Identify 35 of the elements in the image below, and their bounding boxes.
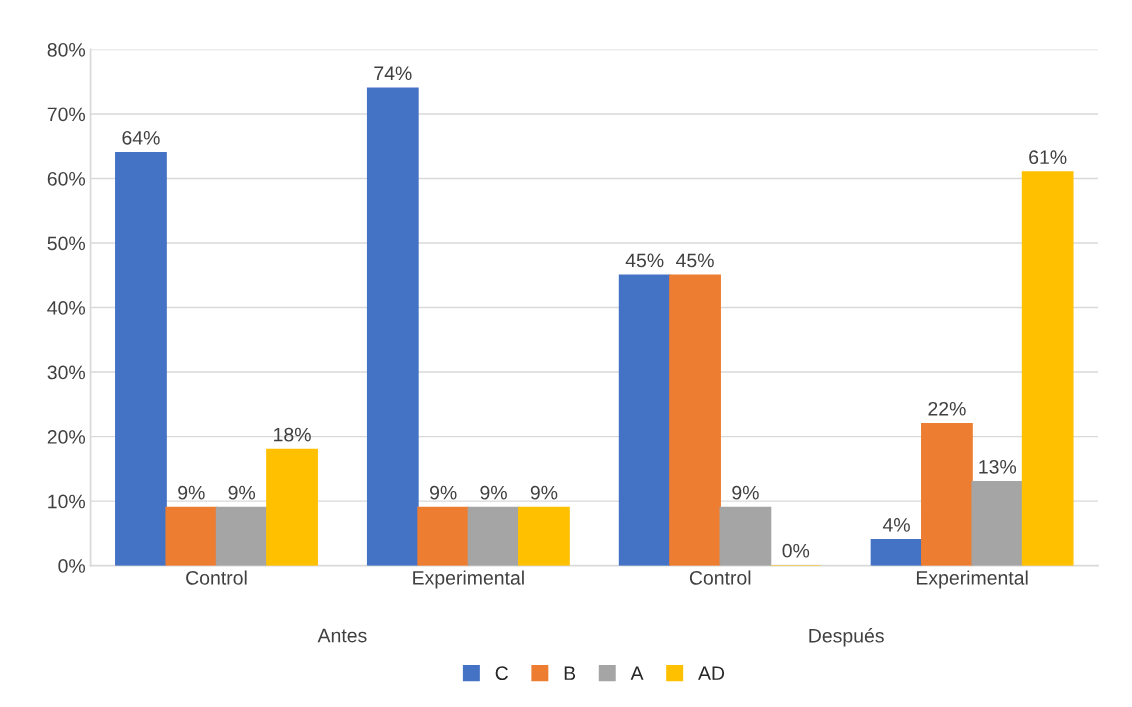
- data-label: 4%: [882, 518, 910, 532]
- data-label: 9%: [732, 485, 759, 500]
- text: Antes: [317, 628, 367, 643]
- y-tick-label: 30%: [47, 365, 86, 380]
- data-label: 18%: [274, 427, 311, 442]
- x-tick-label: Experimental: [916, 570, 1028, 589]
- data-label: 45%: [676, 253, 714, 268]
- data-label: 9%: [480, 485, 507, 500]
- data-label: 64%: [122, 130, 160, 145]
- data-label: 74%: [374, 66, 412, 81]
- legend-label: B: [564, 666, 576, 680]
- y-tick-label: 50%: [47, 236, 86, 251]
- x-tick-label: Control: [689, 570, 751, 585]
- y-tick-label: 10%: [48, 494, 86, 509]
- y-tick-label: 80%: [47, 42, 86, 57]
- legend-label: AD: [698, 666, 725, 680]
- text: Después: [809, 628, 884, 647]
- data-label: 22%: [928, 401, 966, 416]
- y-tick-label: 70%: [47, 107, 86, 122]
- data-label: 9%: [228, 485, 256, 500]
- data-label: 0%: [782, 543, 810, 558]
- data-label: 61%: [1029, 150, 1067, 165]
- y-tick-label: 40%: [47, 301, 86, 315]
- legend-label: A: [630, 666, 644, 680]
- data-label: 45%: [625, 253, 664, 268]
- data-label: 9%: [178, 485, 205, 500]
- y-tick-label: 60%: [47, 171, 86, 186]
- x-tick-label: Control: [186, 570, 247, 585]
- data-label: 9%: [530, 485, 558, 500]
- data-label: 9%: [430, 485, 457, 500]
- y-tick-label: 0%: [58, 559, 86, 573]
- y-tick-label: 20%: [47, 430, 86, 444]
- data-label: 13%: [979, 459, 1017, 474]
- x-tick-label: Experimental: [413, 570, 524, 589]
- legend-label: C: [495, 666, 508, 681]
